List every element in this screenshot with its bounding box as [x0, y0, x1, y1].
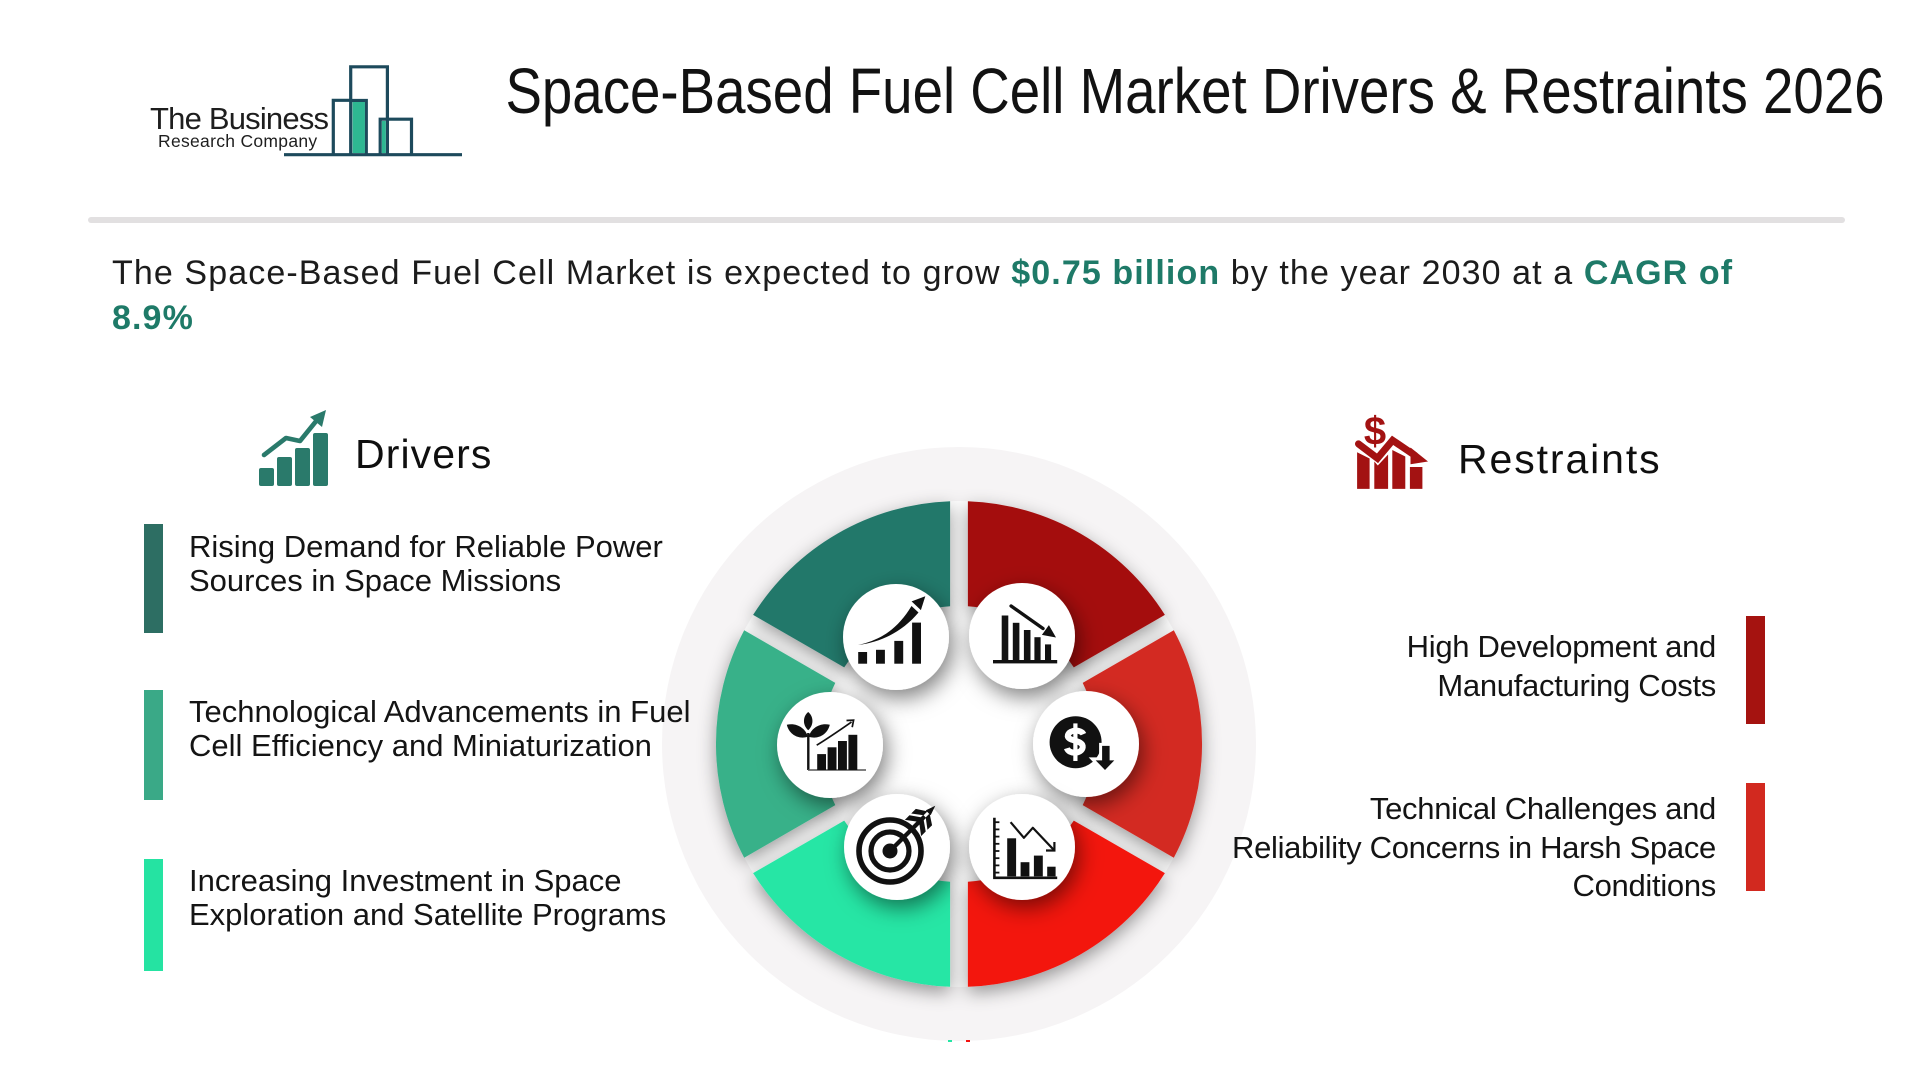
svg-text:$: $ [1364, 410, 1386, 454]
